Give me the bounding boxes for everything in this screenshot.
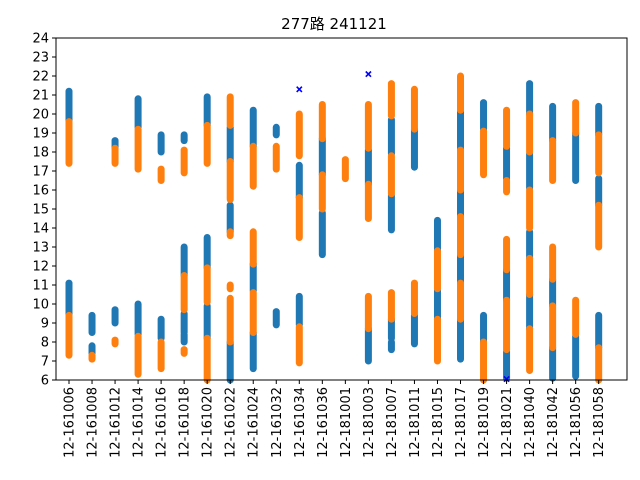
- x-tick-label: 12-181003: [362, 387, 377, 458]
- y-tick-label: 21: [32, 89, 49, 104]
- x-tick-label: 12-181015: [431, 387, 446, 458]
- y-tick-label: 20: [32, 108, 49, 123]
- x-tick-label: 12-161012: [109, 387, 124, 458]
- x-axis: 12-161006 12-161008 12-161012 12-161014 12-1…: [63, 380, 607, 458]
- x-tick-label: 12-181007: [385, 387, 400, 458]
- x-tick-label: 12-181021: [500, 387, 515, 458]
- x-tick-label: 12-161006: [63, 387, 78, 458]
- x-tick-label: 12-161020: [201, 387, 216, 458]
- data-marker: [503, 375, 510, 383]
- x-tick-label: 12-181019: [477, 387, 492, 458]
- data-marker: [296, 86, 303, 93]
- data-marker-stroke: [296, 86, 303, 93]
- x-tick-label: 12-161024: [247, 387, 262, 458]
- x-tick-label: 12-181040: [523, 387, 538, 458]
- plot-marks: [65, 70, 603, 384]
- y-tick-label: 6: [41, 374, 49, 389]
- y-tick-label: 22: [32, 70, 49, 85]
- y-tick-label: 15: [32, 203, 49, 218]
- x-tick-label: 12-181058: [592, 387, 607, 458]
- x-tick-label: 12-181011: [408, 387, 423, 458]
- y-tick-label: 16: [32, 184, 49, 199]
- x-tick-label: 12-161032: [270, 387, 285, 458]
- y-tick-label: 7: [41, 355, 49, 370]
- y-tick-label: 12: [32, 260, 49, 275]
- data-marker-stroke: [365, 70, 372, 78]
- y-tick-label: 23: [32, 51, 49, 66]
- plot-frame: [55, 37, 628, 381]
- x-tick-label: 12-161036: [316, 387, 331, 458]
- x-tick-label: 12-181017: [454, 387, 469, 458]
- x-tick-label: 12-181056: [569, 387, 584, 458]
- x-tick-label: 12-161034: [293, 387, 308, 458]
- y-tick-label: 11: [32, 279, 49, 294]
- y-tick-label: 24: [32, 32, 49, 47]
- x-tick-label: 12-161018: [178, 387, 193, 458]
- data-marker-stroke: [503, 375, 510, 383]
- x-tick-label: 12-161022: [224, 387, 239, 458]
- y-tick-label: 9: [41, 317, 49, 332]
- y-tick-label: 19: [32, 127, 49, 142]
- x-tick-label: 12-181001: [339, 387, 354, 458]
- x-tick-label: 12-161016: [155, 387, 170, 458]
- y-tick-label: 10: [32, 298, 49, 313]
- y-tick-label: 13: [32, 241, 49, 256]
- y-tick-label: 14: [32, 222, 49, 237]
- x-tick-label: 12-161014: [132, 387, 147, 458]
- chart-title: 277路 241121: [281, 15, 387, 33]
- y-axis: 6 7 8 9 10 11 12 13 14 15 16 17 18 19 20 21 22 23 24: [32, 32, 56, 389]
- x-tick-label: 12-181042: [546, 387, 561, 458]
- y-tick-label: 17: [32, 165, 49, 180]
- x-tick-label: 12-161008: [86, 387, 101, 458]
- y-tick-label: 8: [41, 336, 49, 351]
- y-tick-label: 18: [32, 146, 49, 161]
- data-marker: [365, 70, 372, 78]
